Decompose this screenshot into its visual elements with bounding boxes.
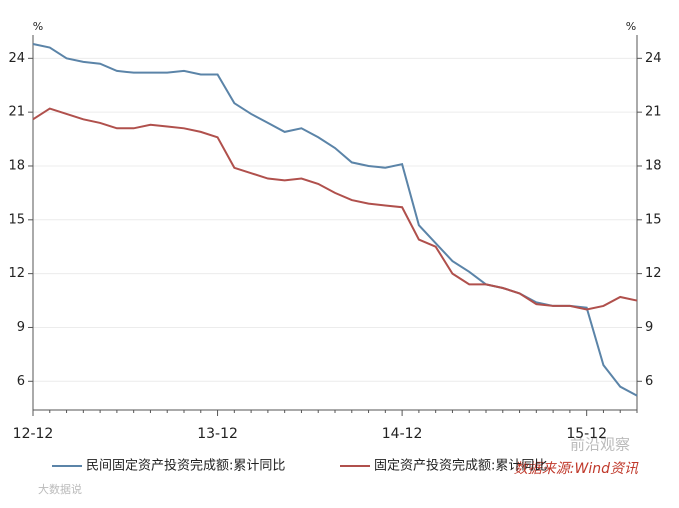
y-tick-label: 9	[17, 320, 25, 335]
y-tick-label: 21	[8, 105, 25, 120]
y-unit: %	[33, 20, 43, 33]
y2-tick-label: 6	[645, 374, 653, 389]
source: 数据来源:Wind资讯	[514, 461, 639, 477]
y-tick-label: 6	[17, 374, 25, 389]
y2-tick-label: 12	[645, 266, 662, 281]
y2-tick-label: 15	[645, 212, 662, 227]
y2-unit: %	[626, 20, 636, 33]
y2-tick-label: 24	[645, 51, 662, 66]
legend-label: 民间固定资产投资完成额:累计同比	[86, 458, 285, 474]
line-series	[32, 42, 638, 397]
x-tick-label: 14-12	[382, 426, 423, 442]
y-tick-label: 18	[8, 158, 25, 173]
legend-label: 固定资产投资完成额:累计同比	[374, 458, 547, 474]
watermark: 大数据说	[38, 482, 82, 496]
y-tick-label: 15	[8, 212, 25, 227]
line-series	[32, 107, 638, 311]
y2-tick-label: 9	[645, 320, 653, 335]
x-tick-label: 12-12	[13, 426, 54, 442]
y-tick-label: 12	[8, 266, 25, 281]
y2-tick-label: 21	[645, 105, 662, 120]
watermark: 前沿观察	[570, 436, 630, 454]
x-tick-label: 15-12	[566, 426, 607, 442]
x-tick-label: 13-12	[197, 426, 238, 442]
y2-tick-label: 18	[645, 158, 662, 173]
y-tick-label: 24	[8, 51, 25, 66]
